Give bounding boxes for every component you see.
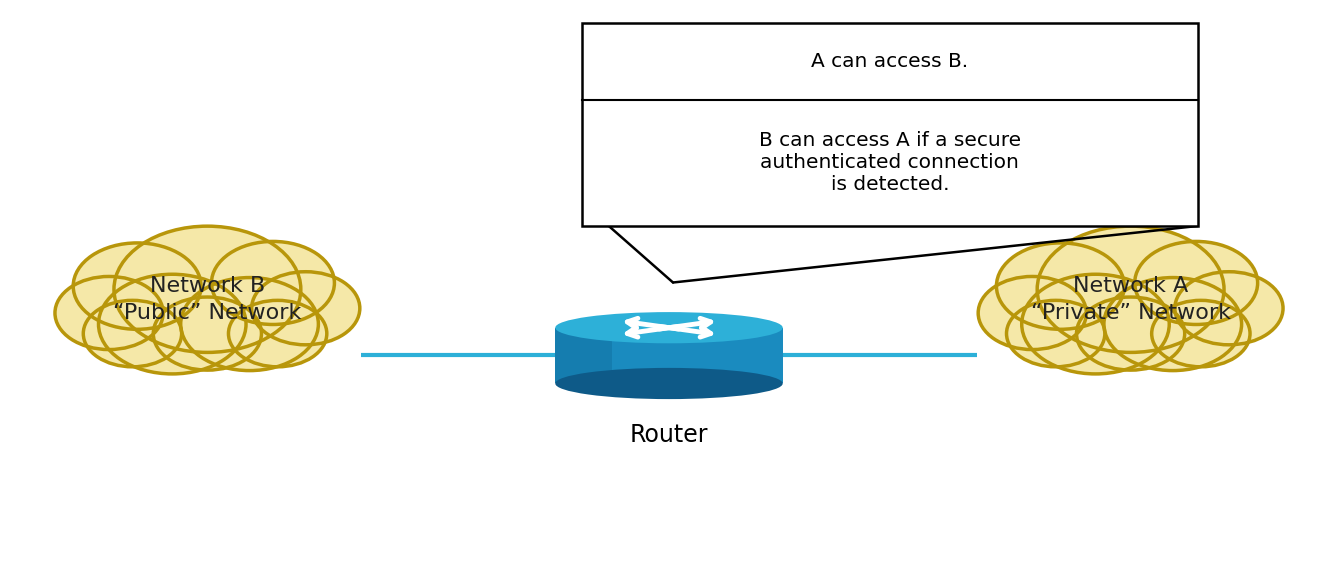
Bar — [555, 328, 613, 384]
Ellipse shape — [1135, 241, 1258, 324]
FancyBboxPatch shape — [582, 23, 1198, 226]
Ellipse shape — [99, 274, 246, 374]
Ellipse shape — [1077, 297, 1184, 370]
Ellipse shape — [555, 368, 783, 399]
Ellipse shape — [997, 243, 1124, 329]
Ellipse shape — [1175, 272, 1283, 345]
Ellipse shape — [154, 297, 261, 370]
Text: Network B
“Public” Network: Network B “Public” Network — [114, 276, 301, 323]
Ellipse shape — [114, 226, 301, 353]
Ellipse shape — [1037, 226, 1224, 353]
Bar — [555, 328, 783, 384]
Text: Network A
“Private” Network: Network A “Private” Network — [1030, 276, 1231, 323]
Ellipse shape — [252, 272, 360, 345]
Ellipse shape — [555, 312, 783, 344]
Ellipse shape — [55, 276, 163, 350]
Text: Router: Router — [630, 423, 708, 447]
Ellipse shape — [83, 301, 182, 367]
Ellipse shape — [181, 277, 318, 371]
Ellipse shape — [1022, 274, 1169, 374]
Text: B can access A if a secure
authenticated connection
is detected.: B can access A if a secure authenticated… — [759, 132, 1021, 194]
Ellipse shape — [978, 276, 1086, 350]
Ellipse shape — [74, 243, 201, 329]
Ellipse shape — [1152, 301, 1250, 367]
Ellipse shape — [211, 241, 334, 324]
Ellipse shape — [1006, 301, 1105, 367]
Ellipse shape — [229, 301, 326, 367]
Ellipse shape — [1104, 277, 1242, 371]
Text: A can access B.: A can access B. — [811, 52, 969, 71]
